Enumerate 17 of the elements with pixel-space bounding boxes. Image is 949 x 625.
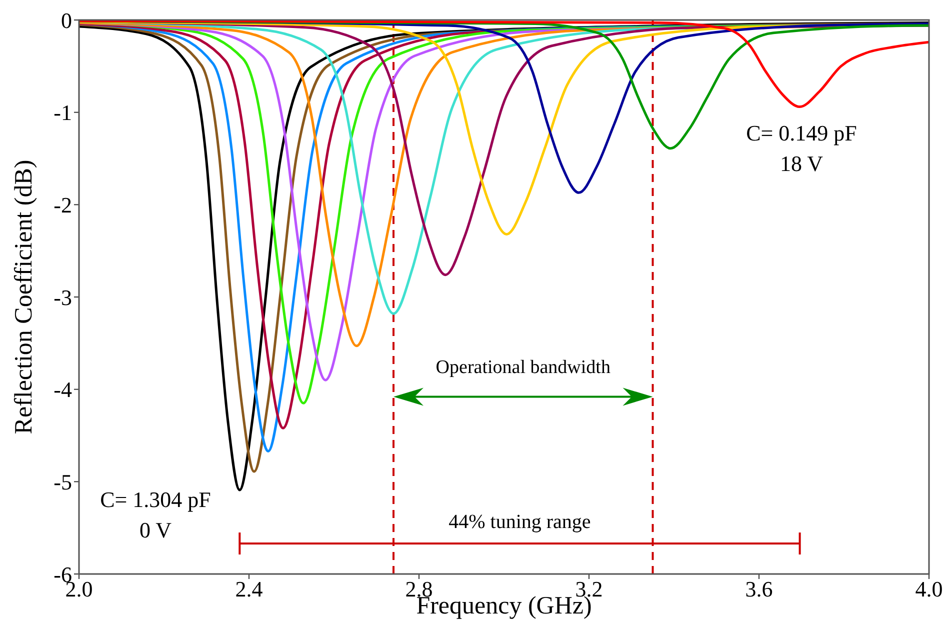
annotation: 18 V [780,150,824,176]
annotation: C= 1.304 pF [100,487,211,512]
annotation: Operational bandwidth [436,357,611,378]
y-axis-title: Reflection Coefficient (dB) [10,160,38,434]
x-tick-label: 3.6 [745,576,773,602]
annotation: 44% tuning range [448,511,591,534]
y-tick-label: -5 [54,469,72,494]
x-tick-label: 4.0 [915,576,943,602]
y-tick-label: -1 [54,100,72,126]
y-tick-label: 0 [61,8,72,33]
y-tick-label: -2 [54,192,72,218]
line-series [79,20,929,108]
x-tick-label: 2.4 [235,576,263,602]
annotation: 0 V [140,517,172,542]
y-tick-label: -4 [54,377,72,402]
annotation: C= 0.149 pF [746,120,857,146]
y-tick-label: -3 [54,284,72,310]
